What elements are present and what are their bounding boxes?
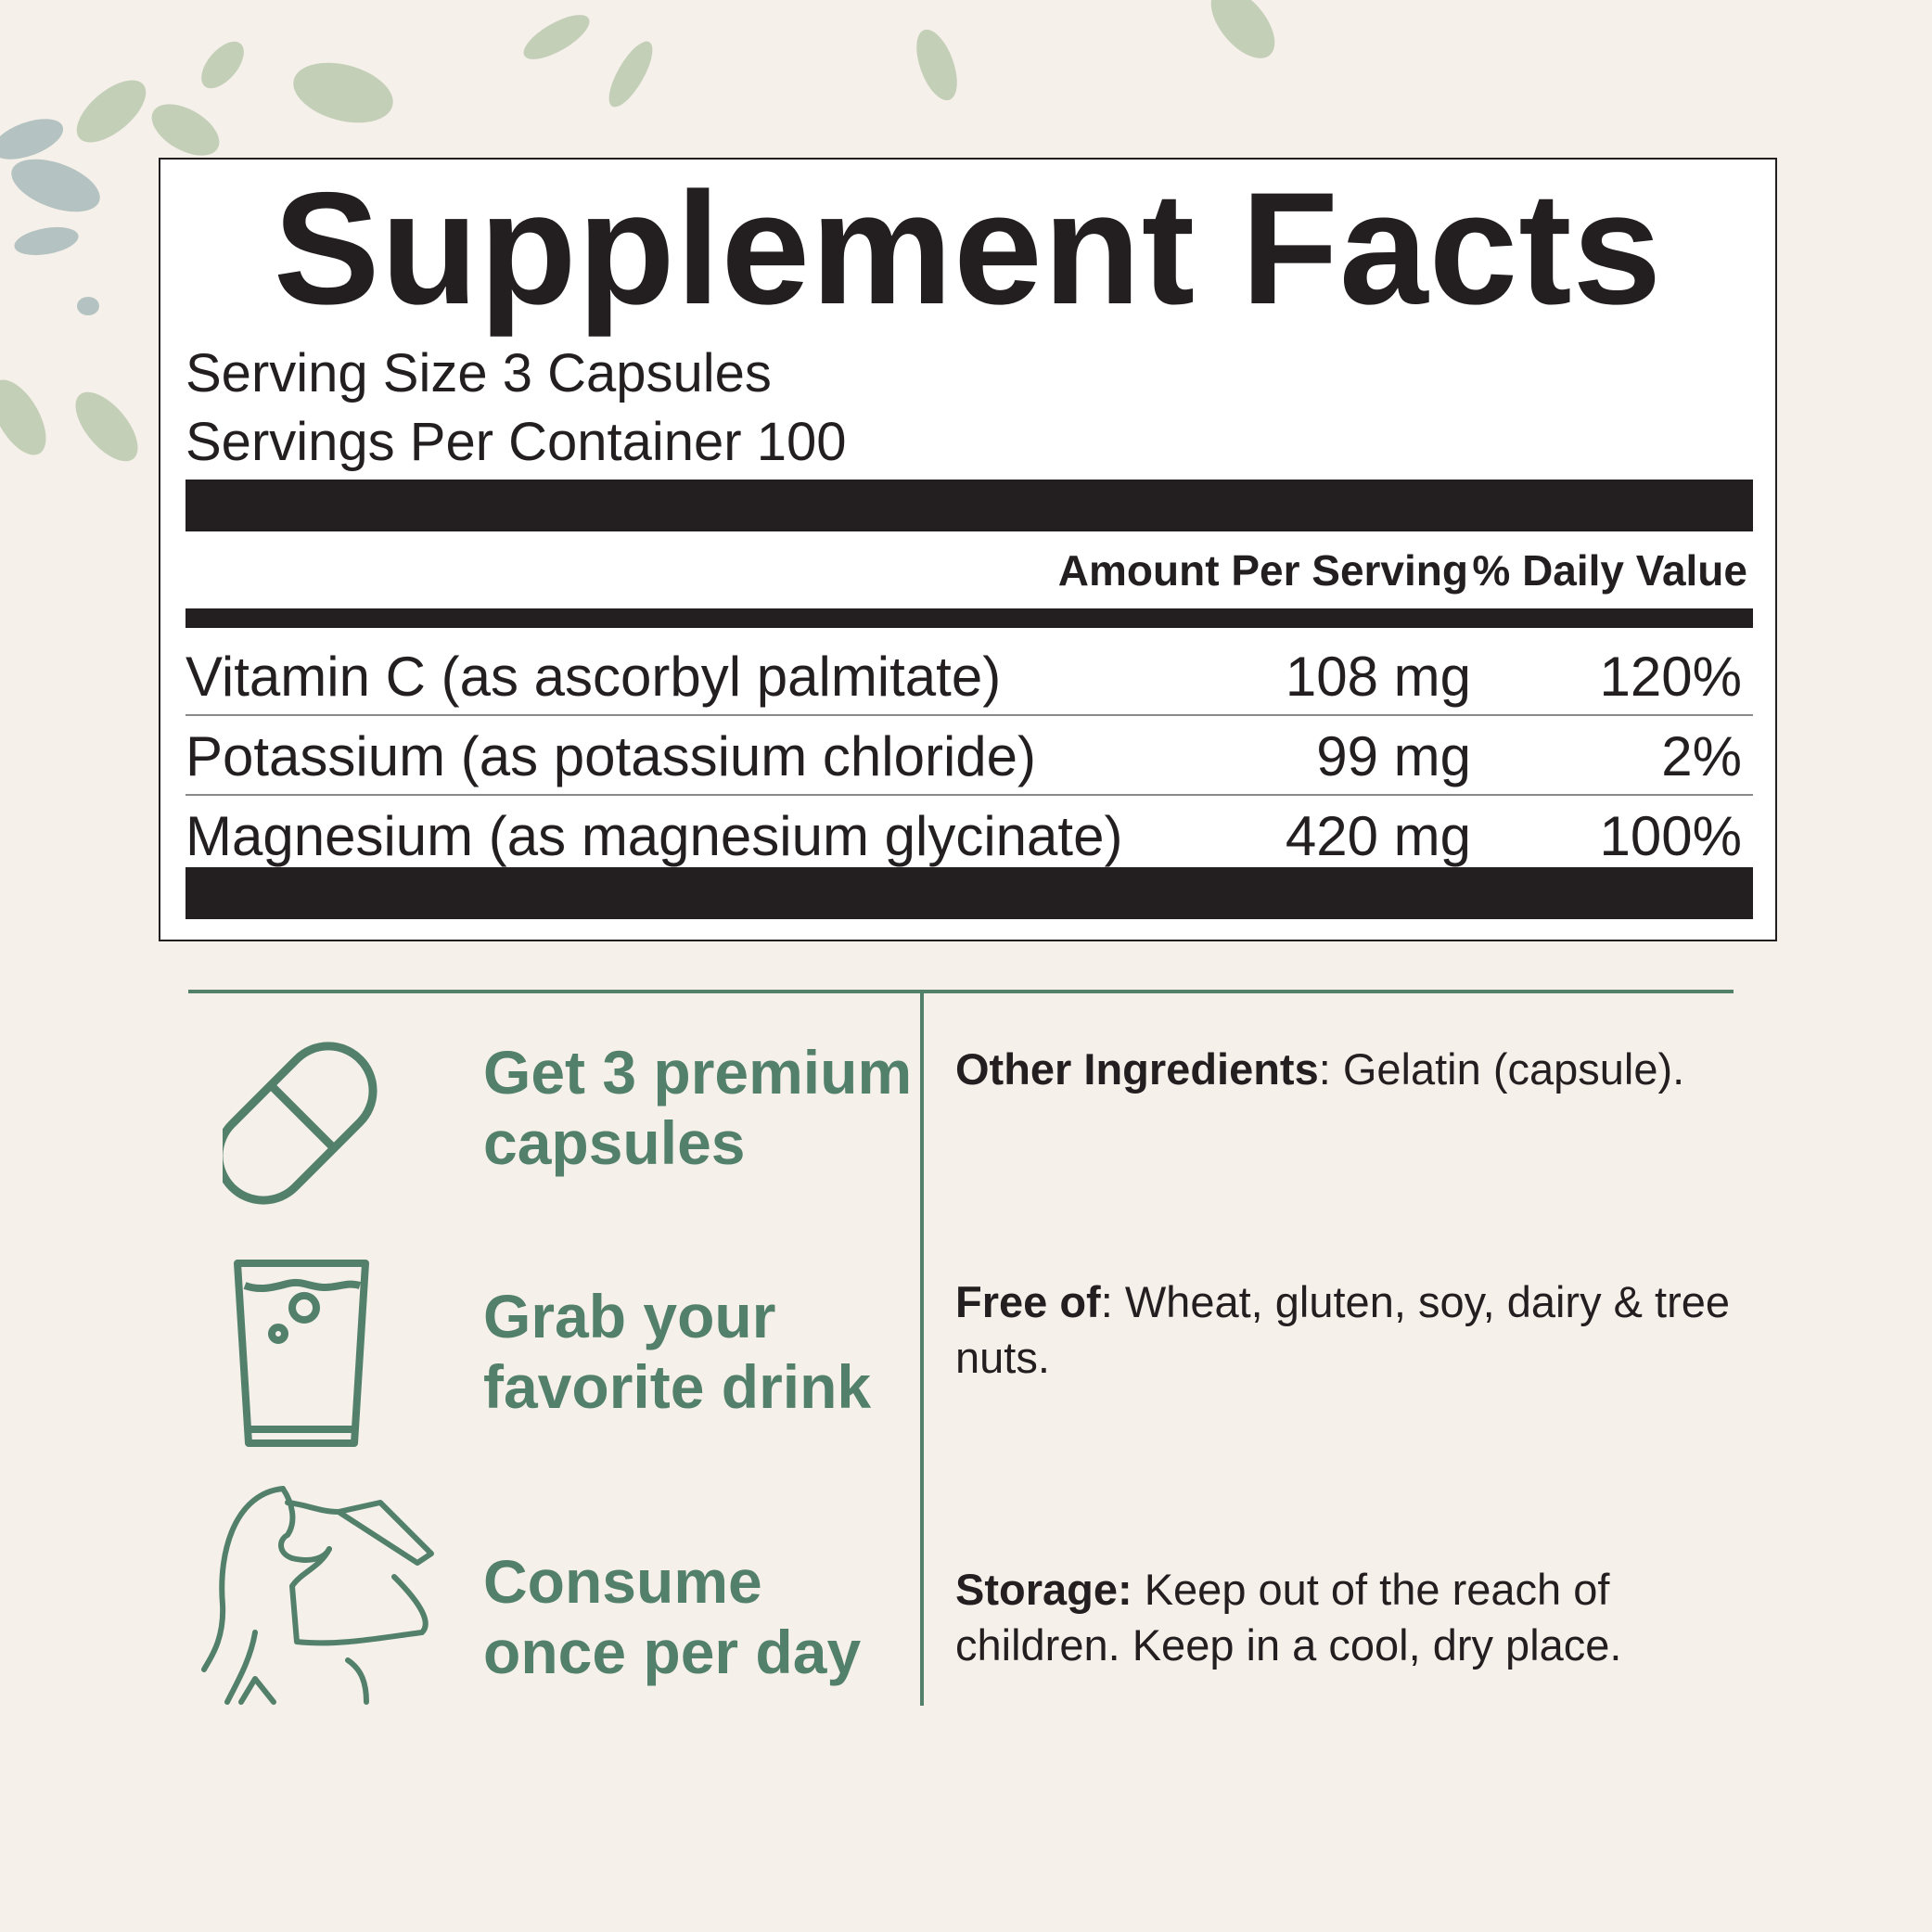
serving-size: Serving Size 3 Capsules (186, 343, 772, 403)
info-text: Keep out of the reach of children. Keep … (955, 1565, 1622, 1670)
header-amount: Amount Per Serving (1057, 546, 1468, 595)
row-divider (186, 794, 1753, 796)
divider-bar (186, 480, 1753, 531)
table-row: Vitamin C (as ascorbyl palmitate) 108 mg… (186, 636, 1753, 716)
divider-bar (186, 608, 1753, 628)
nutrient-dv: 120% (1599, 646, 1742, 708)
nutrient-dv: 100% (1599, 805, 1742, 867)
nutrient-amount: 420 mg (1285, 805, 1471, 867)
step-text: once per day (483, 1618, 862, 1686)
nutrient-dv: 2% (1661, 725, 1742, 787)
nutrient-amount: 108 mg (1285, 646, 1471, 708)
green-divider (188, 990, 1734, 993)
step-drink: Grab your favorite drink (483, 1281, 871, 1422)
servings-per-container: Servings Per Container 100 (186, 412, 847, 472)
step-text: capsules (483, 1108, 746, 1177)
table-row: Potassium (as potassium chloride) 99 mg … (186, 716, 1753, 796)
step-text: Get 3 premium (483, 1038, 913, 1107)
nutrient-name: Vitamin C (as ascorbyl palmitate) (186, 646, 1002, 708)
info-text: : Wheat, gluten, soy, dairy & tree nuts. (955, 1277, 1731, 1382)
header-daily-value: % Daily Value (1472, 546, 1747, 595)
supplement-facts-panel: Supplement Facts Serving Size 3 Capsules… (159, 158, 1777, 941)
decorative-leaves (0, 0, 1275, 462)
woman-drinking-icon (201, 1486, 434, 1705)
table-row: Magnesium (as magnesium glycinate) 420 m… (186, 796, 1753, 876)
step-text: Consume (483, 1547, 762, 1616)
other-ingredients: Other Ingredients: Gelatin (capsule). (955, 1042, 1772, 1097)
storage: Storage: Keep out of the reach of childr… (955, 1562, 1734, 1673)
info-label: Storage: (955, 1565, 1132, 1614)
nutrient-name: Potassium (as potassium chloride) (186, 725, 1037, 787)
panel-title: Supplement Facts (273, 160, 1663, 338)
step-text: Grab your (483, 1282, 776, 1350)
nutrient-amount: 99 mg (1316, 725, 1471, 787)
glass-icon (234, 1260, 369, 1447)
step-consume: Consume once per day (483, 1546, 861, 1687)
divider-bar (186, 867, 1753, 919)
step-capsules: Get 3 premium capsules (483, 1037, 912, 1178)
nutrient-name: Magnesium (as magnesium glycinate) (186, 805, 1123, 867)
capsule-icon (223, 1042, 377, 1205)
row-divider (186, 714, 1753, 716)
column-divider (920, 993, 924, 1706)
step-text: favorite drink (483, 1352, 872, 1421)
info-text: : Gelatin (capsule). (1318, 1044, 1685, 1094)
info-label: Other Ingredients (955, 1044, 1319, 1094)
info-label: Free of (955, 1277, 1101, 1326)
free-of: Free of: Wheat, gluten, soy, dairy & tre… (955, 1274, 1734, 1386)
